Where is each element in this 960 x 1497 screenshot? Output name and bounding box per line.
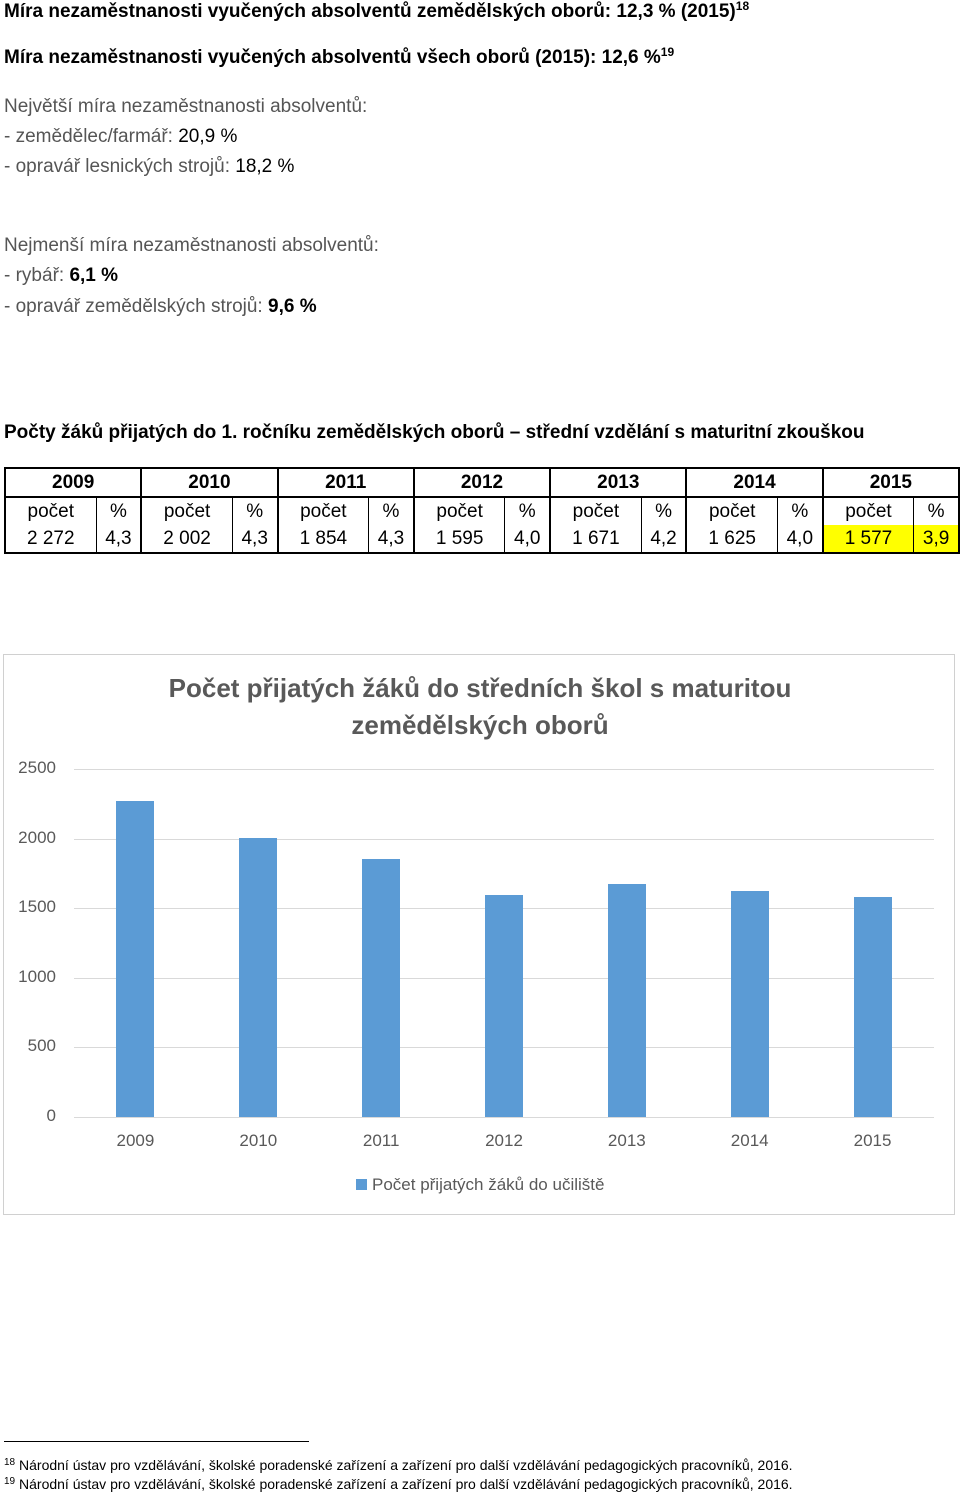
footnote-19: 19 Národní ústav pro vzdělávání, školské… [4,1476,793,1492]
gridline [74,1117,934,1118]
legend-swatch [356,1179,367,1190]
year-cell: 2011 [276,467,415,498]
x-tick-label: 2009 [116,1131,155,1150]
stat-line-all: Míra nezaměstnanosti vyučených absolvent… [4,45,675,68]
pct-cell: 4,3 [231,525,279,554]
x-tick-label: 2011 [362,1131,400,1150]
count-cell: 2 002 [140,525,233,554]
table-heading: Počty žáků přijatých do 1. ročníku zeměd… [4,422,865,443]
table-row-values: 2 272 4,3 2 002 4,3 1 854 4,3 1 595 4,0 1 67… [3,525,960,554]
pct-cell: 4,0 [776,525,824,554]
count-cell: 1 671 [549,525,642,554]
y-tick-label: 0 [46,1106,56,1125]
year-cell: 2015 [821,467,960,498]
pct-cell-highlighted: 3,9 [913,525,960,554]
x-tick-label: 2015 [853,1131,892,1150]
count-header: počet [412,497,506,525]
count-cell: 2 272 [3,525,97,554]
count-header: počet [276,497,370,525]
pct-cell: 4,0 [504,525,552,554]
pct-header: % [368,497,415,525]
count-cell-highlighted: 1 577 [821,525,915,554]
chart-title-line1: Počet přijatých žáků do středních škol s… [168,673,792,703]
pct-header: % [231,497,279,525]
legend-label: Počet přijatých žáků do učiliště [372,1175,605,1194]
year-cell: 2014 [685,467,824,498]
year-cell: 2013 [549,467,688,498]
y-tick-label: 1500 [18,897,56,917]
y-tick-label: 1000 [18,966,56,986]
bar-2013 [607,884,646,1117]
chart-container: Počet přijatých žáků do středních škol s… [3,654,955,1215]
largest-heading: Největší míra nezaměstnanosti absolventů… [4,96,368,117]
y-tick-label: 2500 [18,758,56,777]
y-tick-label: 2000 [18,827,56,847]
x-tick-label: 2010 [239,1131,278,1150]
y-tick-label: 500 [27,1036,56,1056]
footnote-ref-19: 19 [660,45,675,59]
admissions-table: 2009 2010 2011 2012 2013 2014 2015 počet… [3,467,960,554]
footnote-separator [4,1441,309,1442]
smallest-heading: Nejmenší míra nezaměstnanosti absolventů… [4,235,379,256]
x-tick-label: 2014 [730,1131,769,1150]
bar-2009 [116,800,155,1117]
table-row-years: 2009 2010 2011 2012 2013 2014 2015 [3,467,960,498]
bar-2015 [853,897,892,1117]
smallest-item: - opravář zemědělských strojů: 9,6 % [4,296,317,317]
largest-item: - opravář lesnických strojů: 18,2 % [4,156,295,177]
bar-2011 [362,858,401,1117]
year-cell: 2012 [412,467,552,498]
year-cell: 2010 [140,467,279,498]
chart-legend: Počet přijatých žáků do učiliště [356,1175,604,1195]
largest-item: - zemědělec/farmář: 20,9 % [4,126,238,147]
footnote-18: 18 Národní ústav pro vzdělávání, školské… [4,1457,793,1473]
count-header: počet [3,497,97,525]
table-row-subheaders: počet% počet% počet% počet% počet% počet… [3,497,960,525]
gridline [74,769,934,770]
pct-header: % [776,497,824,525]
pct-header: % [640,497,688,525]
gridline [74,838,934,840]
count-header: počet [685,497,778,525]
pct-header: % [913,497,960,525]
bar-2010 [239,838,278,1117]
pct-cell: 4,2 [640,525,688,554]
footnote-ref-18: 18 [735,0,750,13]
count-cell: 1 854 [276,525,370,554]
bar-2014 [730,890,769,1117]
count-header: počet [140,497,233,525]
stat-line-agri: Míra nezaměstnanosti vyučených absolvent… [4,0,750,22]
chart-title-line2: zemědělských oborů [351,710,609,740]
count-header: počet [549,497,642,525]
count-header: počet [821,497,915,525]
pct-cell: 4,3 [368,525,415,554]
pct-header: % [95,497,143,525]
year-cell: 2009 [3,467,143,498]
pct-header: % [504,497,552,525]
count-cell: 1 625 [685,525,778,554]
smallest-item: - rybář: 6,1 % [4,265,119,286]
count-cell: 1 595 [412,525,506,554]
bar-2012 [485,894,523,1117]
pct-cell: 4,3 [95,525,143,554]
x-tick-label: 2013 [607,1131,646,1150]
x-tick-label: 2012 [485,1131,523,1150]
